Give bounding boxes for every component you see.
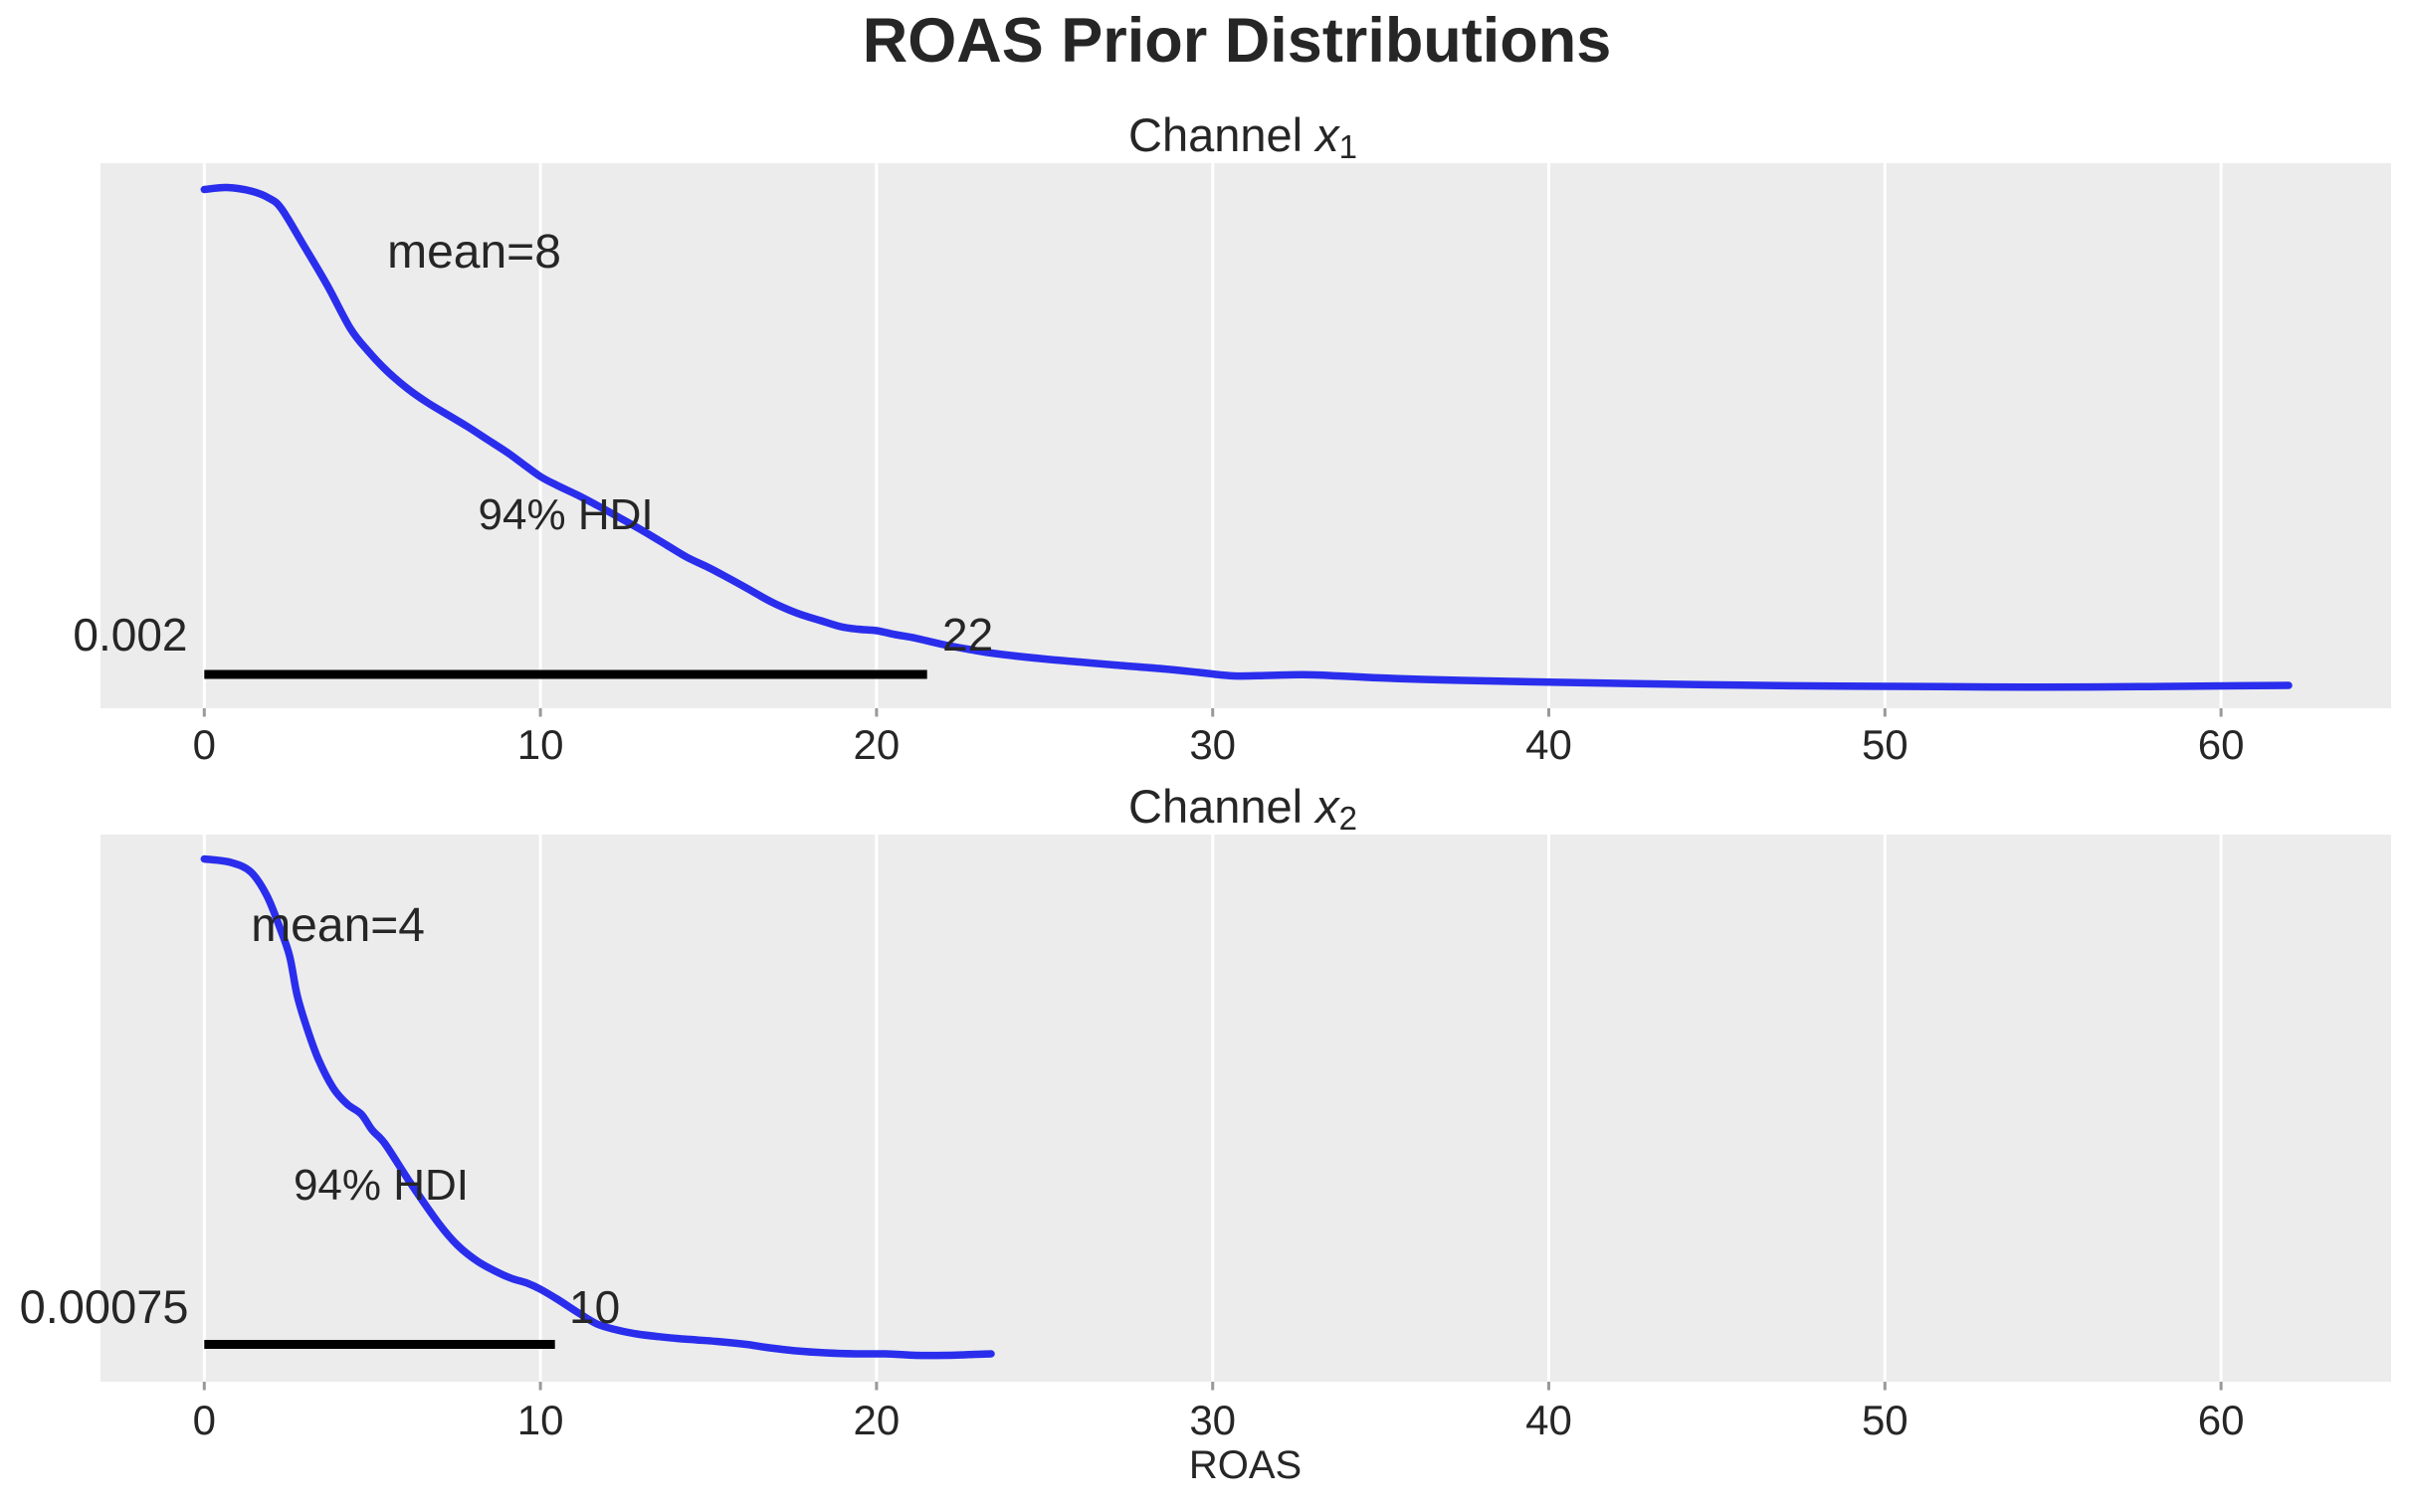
svg-text:20: 20 (854, 721, 901, 768)
svg-text:Channel x2: Channel x2 (1128, 780, 1357, 837)
svg-text:30: 30 (1189, 1397, 1236, 1443)
svg-text:10: 10 (569, 1281, 620, 1333)
svg-text:40: 40 (1525, 1397, 1572, 1443)
svg-text:20: 20 (854, 1397, 901, 1443)
svg-text:ROAS: ROAS (1189, 1443, 1302, 1487)
svg-text:22: 22 (942, 609, 993, 661)
svg-text:94% HDI: 94% HDI (479, 490, 654, 539)
svg-text:0.002: 0.002 (73, 609, 187, 661)
svg-text:40: 40 (1525, 721, 1572, 768)
svg-text:0: 0 (193, 721, 216, 768)
svg-text:94% HDI: 94% HDI (294, 1161, 469, 1210)
svg-text:50: 50 (1862, 1397, 1909, 1443)
svg-text:mean=4: mean=4 (251, 899, 425, 952)
svg-text:30: 30 (1189, 721, 1236, 768)
svg-text:50: 50 (1862, 721, 1909, 768)
svg-text:ROAS Prior Distributions: ROAS Prior Distributions (863, 6, 1612, 76)
svg-text:60: 60 (2198, 1397, 2245, 1443)
svg-text:60: 60 (2198, 721, 2245, 768)
svg-text:0.00075: 0.00075 (20, 1280, 189, 1333)
svg-text:10: 10 (517, 1397, 564, 1443)
svg-text:10: 10 (517, 721, 564, 768)
svg-text:mean=8: mean=8 (387, 226, 561, 279)
svg-text:Channel x1: Channel x1 (1128, 108, 1357, 165)
svg-text:0: 0 (193, 1397, 216, 1443)
